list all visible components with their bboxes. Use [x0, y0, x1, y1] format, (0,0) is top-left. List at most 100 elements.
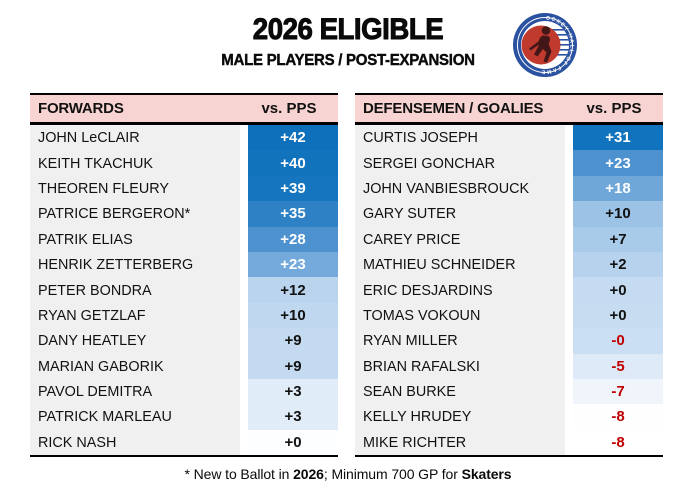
cell-gap: [565, 201, 573, 227]
cell-gap: [240, 125, 248, 151]
table-row: JOHN VANBIESBROUCK +18: [355, 175, 663, 202]
player-name-cell: TOMAS VOKOUN: [355, 302, 565, 329]
pps-value-cell: -7: [573, 378, 663, 405]
column-header-vs-pps: vs. PPS: [261, 100, 317, 117]
player-name-cell: RICK NASH: [30, 429, 240, 456]
table-row: KELLY HRUDEY -8: [355, 404, 663, 430]
table-row: CAREY PRICE +7: [355, 226, 663, 252]
page-subtitle: MALE PLAYERS / POST-EXPANSION: [221, 52, 475, 69]
player-name: JOHN LeCLAIR: [38, 129, 140, 147]
pps-value-cell: +0: [248, 429, 338, 456]
forwards-table-header: FORWARDS vs. PPS: [30, 95, 338, 125]
player-name: PATRIK ELIAS: [38, 230, 133, 248]
cell-gap: [240, 378, 248, 405]
pps-value-cell: +0: [573, 277, 663, 303]
pps-value-cell: -8: [573, 404, 663, 430]
table-row: TOMAS VOKOUN +0: [355, 302, 663, 329]
table-row: THEOREN FLEURY +39: [30, 175, 338, 202]
player-name: PATRICK MARLEAU: [38, 408, 172, 426]
player-name: GARY SUTER: [363, 205, 457, 223]
cell-gap: [565, 353, 573, 379]
cell-gap: [565, 175, 573, 202]
defensemen-goalies-table-rows: CURTIS JOSEPH +31 SERGEI GONCHAR +23 JOH…: [355, 125, 663, 456]
cell-gap: [240, 429, 248, 456]
cell-gap: [240, 404, 248, 430]
player-name-cell: JOHN VANBIESBROUCK: [355, 175, 565, 202]
cell-gap: [565, 302, 573, 329]
pps-value-cell: +10: [248, 302, 338, 329]
pps-value-cell: +9: [248, 328, 338, 354]
cell-gap: [565, 429, 573, 456]
pps-value-cell: +3: [248, 404, 338, 430]
footnote: * New to Ballot in 2026; Minimum 700 GP …: [0, 466, 696, 482]
pps-value-cell: +9: [248, 353, 338, 379]
hockey-hall-of-fame-logo-icon: HOCKEY HALL OF FAME: [508, 7, 579, 79]
footnote-segment: * New to Ballot in: [184, 466, 294, 482]
cell-gap: [565, 404, 573, 430]
pps-value-cell: -0: [573, 328, 663, 354]
table-row: HENRIK ZETTERBERG +23: [30, 251, 338, 278]
player-name: PETER BONDRA: [38, 281, 152, 299]
player-name-cell: DANY HEATLEY: [30, 328, 240, 354]
pps-value-cell: +35: [248, 201, 338, 227]
cell-gap: [565, 277, 573, 303]
page-title: 2026 ELIGIBLE: [252, 13, 444, 46]
player-name: JOHN VANBIESBROUCK: [363, 179, 530, 197]
player-name-cell: CURTIS JOSEPH: [355, 125, 565, 151]
player-name-cell: PETER BONDRA: [30, 277, 240, 303]
player-name: KELLY HRUDEY: [363, 408, 472, 426]
player-name-cell: ERIC DESJARDINS: [355, 277, 565, 303]
player-name: PATRICE BERGERON*: [38, 205, 191, 223]
cell-gap: [240, 175, 248, 202]
player-name: TOMAS VOKOUN: [363, 306, 481, 324]
player-name-cell: PATRICK MARLEAU: [30, 404, 240, 430]
player-name-cell: SEAN BURKE: [355, 378, 565, 405]
column-header-vs-pps: vs. PPS: [586, 100, 642, 117]
player-name-cell: GARY SUTER: [355, 201, 565, 227]
table-row: ERIC DESJARDINS +0: [355, 277, 663, 303]
player-name-cell: PATRIK ELIAS: [30, 226, 240, 252]
cell-gap: [240, 353, 248, 379]
player-name: PAVOL DEMITRA: [38, 383, 153, 401]
player-name-cell: KEITH TKACHUK: [30, 150, 240, 176]
player-name-cell: MATHIEU SCHNEIDER: [355, 251, 565, 278]
pps-value-cell: -5: [573, 353, 663, 379]
pps-value-cell: +28: [248, 226, 338, 252]
player-name: CURTIS JOSEPH: [363, 129, 478, 147]
player-name: RYAN MILLER: [363, 332, 458, 350]
player-name-cell: PAVOL DEMITRA: [30, 378, 240, 405]
column-header-defensemen-goalies: DEFENSEMEN / GOALIES: [363, 100, 544, 117]
pps-value-cell: +23: [248, 251, 338, 278]
forwards-table: FORWARDS vs. PPS JOHN LeCLAIR +42 KEITH …: [30, 93, 338, 457]
cell-gap: [565, 150, 573, 176]
cell-gap: [565, 378, 573, 405]
player-name-cell: MARIAN GABORIK: [30, 353, 240, 379]
pps-value-cell: +3: [248, 378, 338, 405]
player-name: DANY HEATLEY: [38, 332, 147, 350]
player-name: THEOREN FLEURY: [38, 179, 169, 197]
table-row: RYAN MILLER -0: [355, 328, 663, 354]
player-name-cell: CAREY PRICE: [355, 226, 565, 252]
table-row: RYAN GETZLAF +10: [30, 302, 338, 329]
player-name-cell: PATRICE BERGERON*: [30, 201, 240, 227]
player-name-cell: RYAN MILLER: [355, 328, 565, 354]
table-row: SERGEI GONCHAR +23: [355, 150, 663, 176]
table-row: BRIAN RAFALSKI -5: [355, 353, 663, 379]
pps-value-cell: +12: [248, 277, 338, 303]
table-row: MIKE RICHTER -8: [355, 429, 663, 456]
table-row: MATHIEU SCHNEIDER +2: [355, 251, 663, 278]
table-row: RICK NASH +0: [30, 429, 338, 456]
footnote-segment: 2026: [293, 466, 324, 482]
player-name: RICK NASH: [38, 433, 117, 451]
table-row: JOHN LeCLAIR +42: [30, 125, 338, 151]
table-row: PAVOL DEMITRA +3: [30, 378, 338, 405]
player-name-cell: THEOREN FLEURY: [30, 175, 240, 202]
pps-value-cell: +42: [248, 125, 338, 151]
player-name-cell: BRIAN RAFALSKI: [355, 353, 565, 379]
pps-value-cell: +10: [573, 201, 663, 227]
table-row: PETER BONDRA +12: [30, 277, 338, 303]
cell-gap: [240, 226, 248, 252]
player-name-cell: HENRIK ZETTERBERG: [30, 251, 240, 278]
cell-gap: [240, 201, 248, 227]
pps-value-cell: +40: [248, 150, 338, 176]
